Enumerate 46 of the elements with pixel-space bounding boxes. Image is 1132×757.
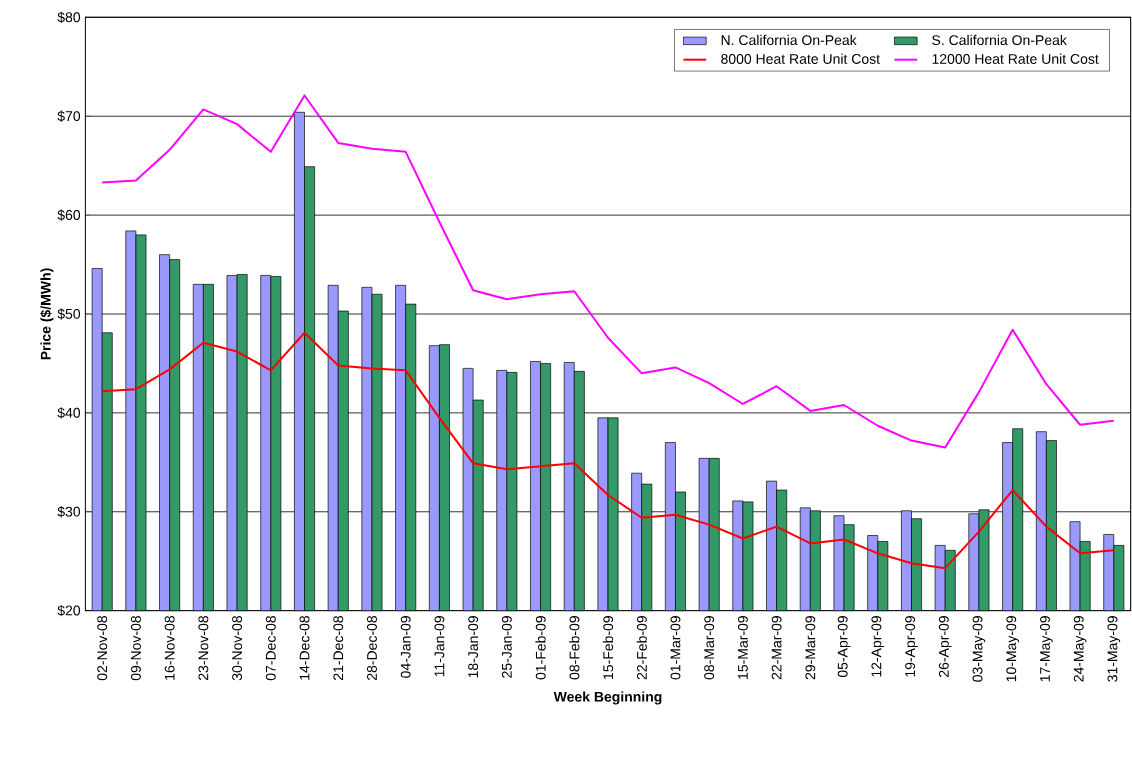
x-tick-label: 14-Dec-08: [299, 615, 310, 680]
x-tick-label: 30-Nov-08: [232, 615, 243, 681]
x-tick-label: 15-Mar-09: [737, 615, 748, 679]
x-tick-label: 15-Feb-09: [602, 615, 614, 679]
x-tick-label: 01-Feb-09: [535, 615, 546, 680]
y-tick-label: $60: [57, 209, 81, 221]
x-tick-label: 22-Feb-09: [636, 615, 647, 680]
x-tick-label: 25-Jan-09: [501, 615, 512, 678]
x-tick-label: 28-Dec-08: [367, 615, 377, 680]
y-tick-label: $70: [57, 110, 81, 122]
x-tick-label: 07-Dec-08: [265, 615, 276, 681]
x-tick-label: 26-Apr-09: [938, 615, 952, 677]
x-tick-label: 19-Apr-09: [905, 615, 918, 677]
y-tick-label: $40: [57, 407, 81, 419]
line-series: [101, 331, 1115, 569]
legend-label: 12000 Heat Rate Unit Cost: [932, 53, 1099, 64]
x-tick-label: 17-May-09: [1040, 615, 1053, 682]
y-axis-title: Price ($/MWh): [40, 268, 54, 360]
x-tick-label: 04-Jan-09: [400, 615, 411, 678]
x-tick-label: 11-Jan-09: [434, 615, 445, 677]
x-tick-label: 12-Apr-09: [871, 615, 885, 677]
x-tick-label: 22-Mar-09: [771, 615, 782, 680]
x-tick-label: 23-Nov-08: [198, 615, 209, 680]
y-tick-label: $30: [57, 505, 81, 518]
x-tick-label: 02-Nov-08: [97, 615, 108, 681]
x-tick-label: 18-Jan-09: [468, 615, 479, 678]
x-tick-label: 03-May-09: [972, 615, 986, 682]
x-tick-label: 29-Mar-09: [805, 615, 816, 680]
x-tick-label: 16-Nov-08: [164, 615, 175, 680]
y-tick-label: $20: [57, 604, 81, 617]
x-tick-label: 24-May-09: [1073, 615, 1087, 682]
y-tick-label: $80: [57, 11, 81, 23]
line-series: [101, 94, 1115, 449]
x-tick-label: 08-Feb-09: [569, 615, 580, 680]
x-tick-label: 31-May-09: [1107, 615, 1121, 682]
x-tick-label: 10-May-09: [1006, 615, 1019, 682]
x-axis-title: Week Beginning: [553, 691, 662, 705]
legend-label: N. California On-Peak: [721, 34, 857, 45]
legend-label: S. California On-Peak: [932, 34, 1067, 45]
x-tick-label: 21-Dec-08: [333, 615, 344, 680]
x-tick-label: 01-Mar-09: [670, 615, 681, 680]
x-tick-label: 08-Mar-09: [704, 615, 715, 680]
y-tick-label: $50: [57, 308, 81, 320]
legend-label: 8000 Heat Rate Unit Cost: [721, 53, 880, 64]
x-tick-label: 09-Nov-08: [130, 615, 141, 681]
x-tick-label: 05-Apr-09: [837, 615, 851, 677]
